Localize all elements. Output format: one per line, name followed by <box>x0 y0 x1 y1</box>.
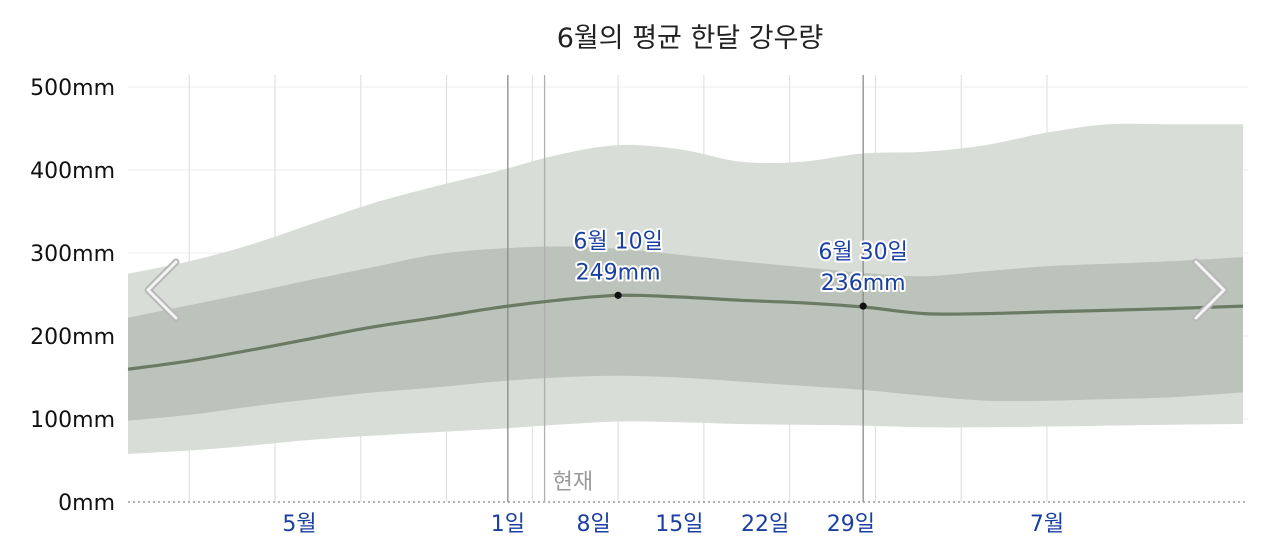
y-tick-label: 500mm <box>30 76 115 101</box>
x-tick-label: 1일 <box>491 512 525 537</box>
annotation-point <box>859 302 867 310</box>
y-tick-label: 100mm <box>30 408 115 433</box>
average-line <box>127 293 1244 371</box>
x-tick-label: 15일 <box>655 512 703 537</box>
annotation-point <box>614 291 622 299</box>
next-button[interactable] <box>1188 255 1234 325</box>
bands <box>128 123 1243 454</box>
y-tick-label: 400mm <box>30 159 115 184</box>
chart-title: 6월의 평균 한달 강우량 <box>557 23 824 54</box>
inner-range-band <box>128 246 1243 421</box>
now-label: 현재 <box>553 470 593 495</box>
x-tick-label: 7월 <box>1030 512 1064 537</box>
x-tick-label: 5월 <box>282 512 316 537</box>
x-tick-label: 29일 <box>827 512 875 537</box>
annotation-value: 249mm <box>576 260 661 285</box>
y-tick-label: 200mm <box>30 325 115 350</box>
prev-button[interactable] <box>138 255 184 325</box>
period-markers <box>507 75 864 502</box>
y-tick-label: 300mm <box>30 242 115 267</box>
x-tick-label: 22일 <box>741 512 789 537</box>
annotation-date: 6월 30일 <box>818 240 907 265</box>
y-tick-label: 0mm <box>58 491 115 516</box>
annotation-value: 236mm <box>821 271 906 296</box>
x-tick-label: 8일 <box>576 512 610 537</box>
y-axis: 0mm 100mm 200mm 300mm 400mm 500mm <box>30 76 115 516</box>
x-axis: 5월 1일 8일 15일 22일 29일 7월 <box>282 512 1064 537</box>
annotations: 6월 10일 249mm 6월 30일 236mm <box>571 227 910 310</box>
annotation-date: 6월 10일 <box>573 229 662 254</box>
